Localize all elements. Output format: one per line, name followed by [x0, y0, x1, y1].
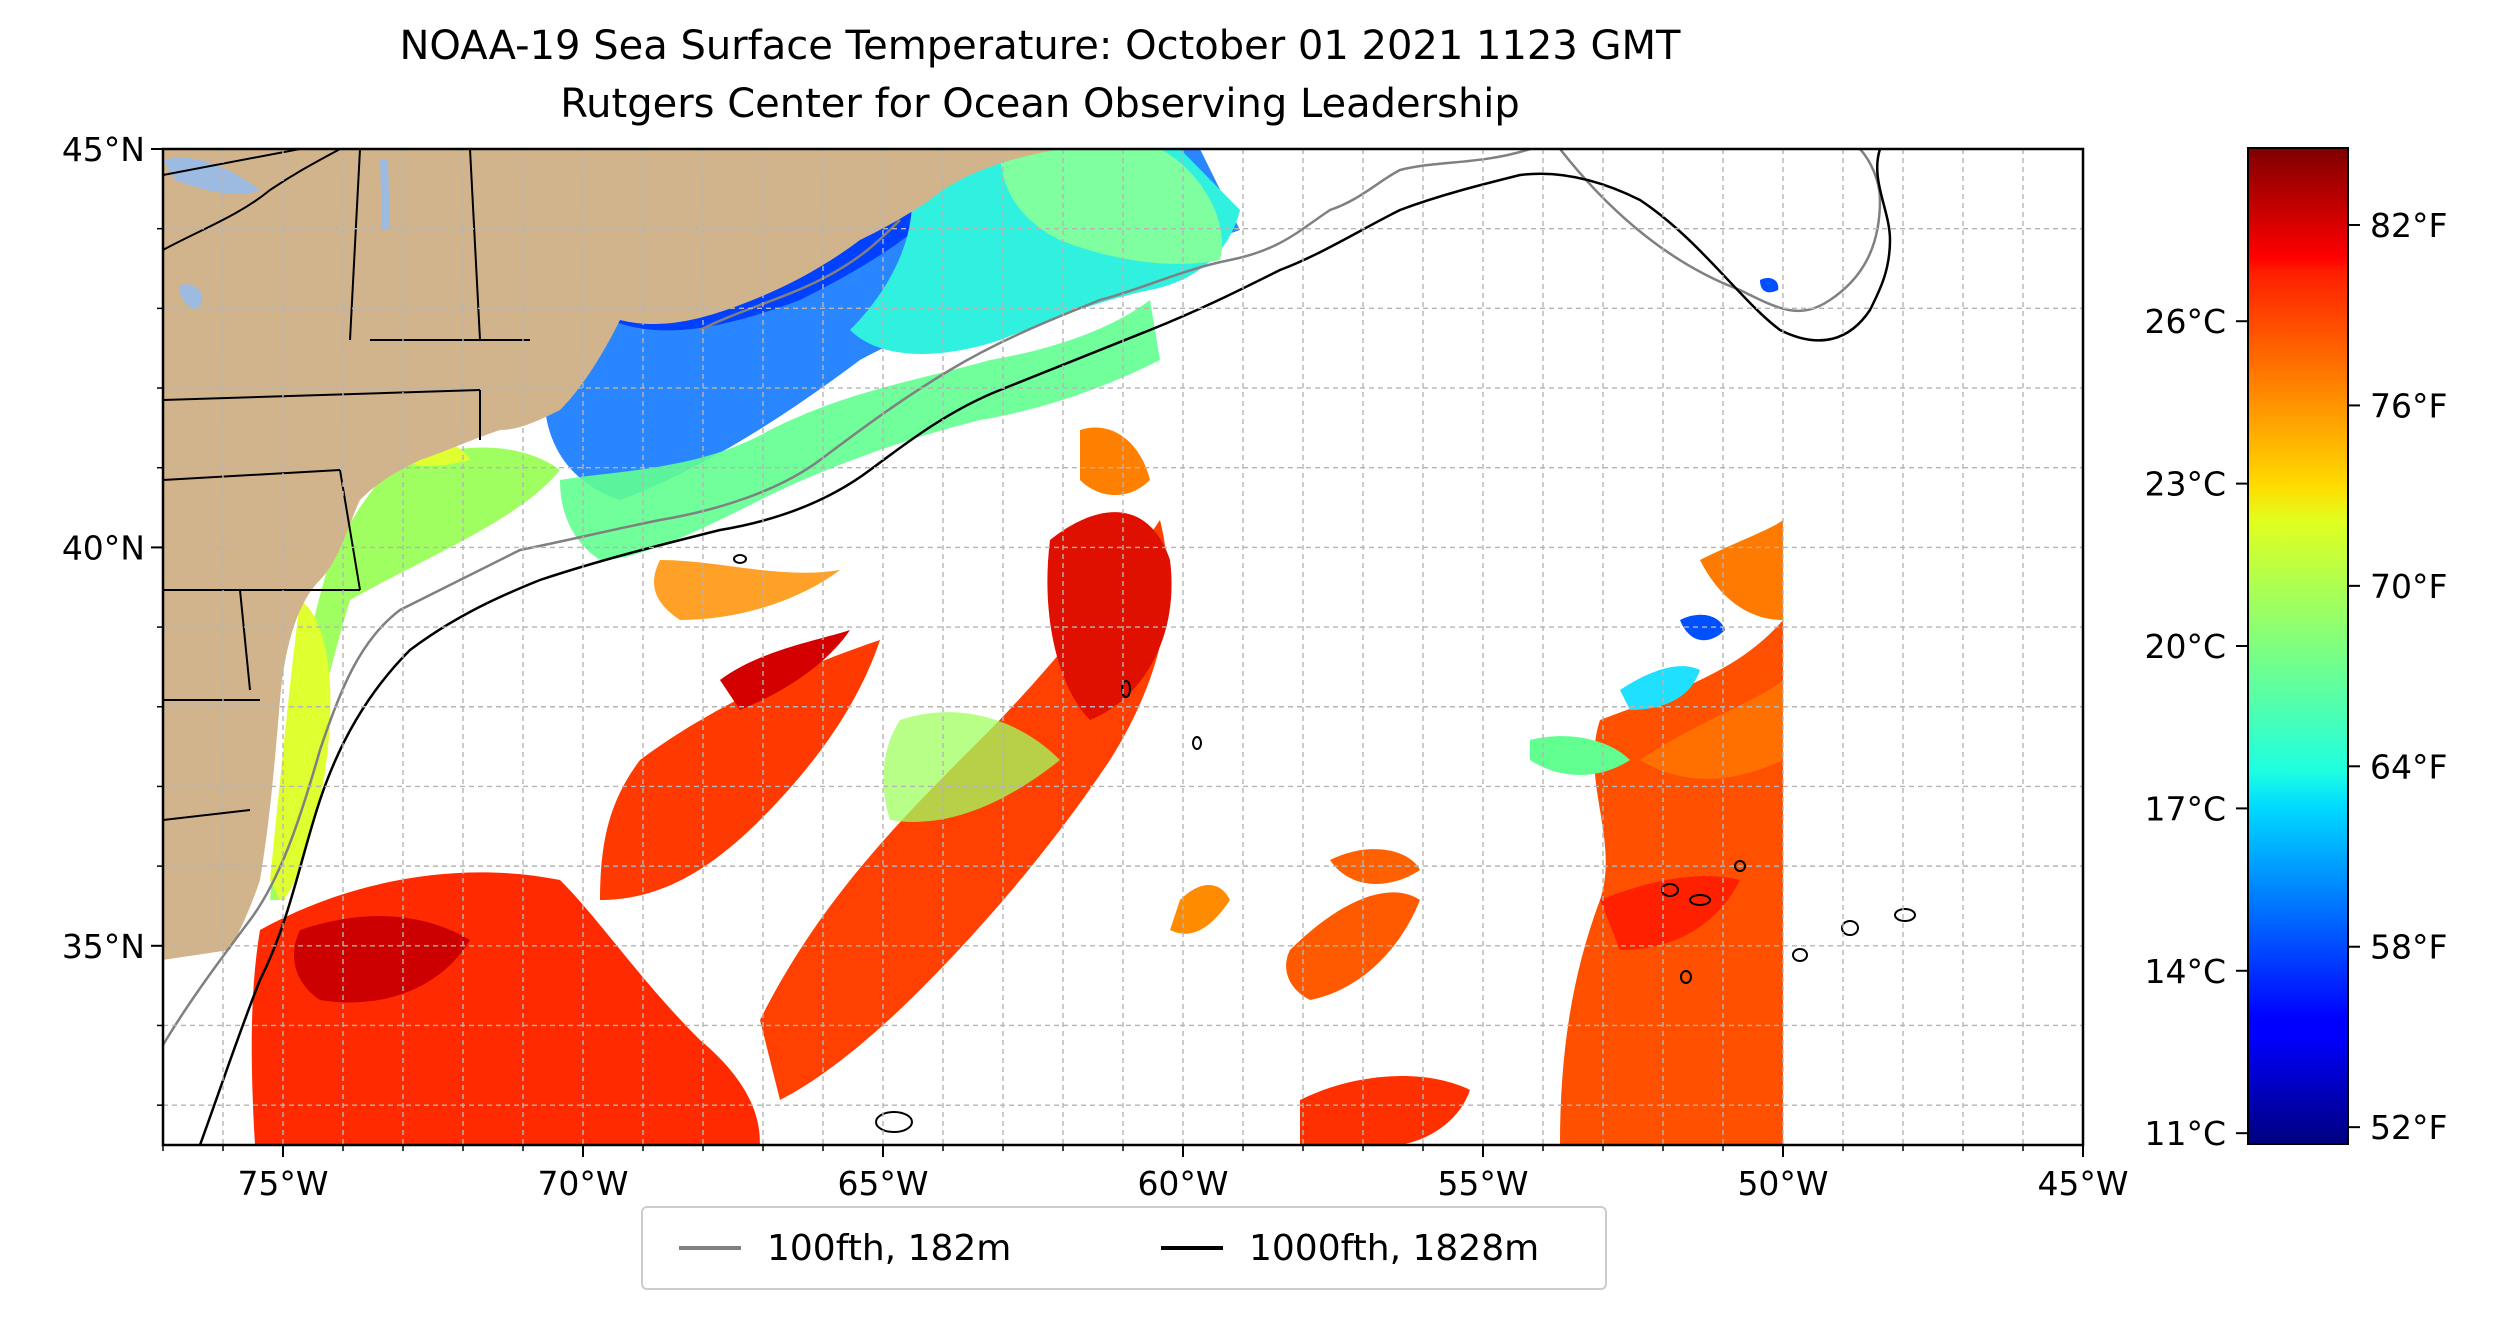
celsius-tick-label: 17°C — [2144, 789, 2226, 828]
map-title: NOAA-19 Sea Surface Temperature: October… — [399, 23, 1681, 69]
lat-tick-label: 40°N — [62, 528, 145, 567]
fahrenheit-tick-label: 70°F — [2370, 567, 2447, 606]
legend-item-100fth: 100fth, 182m — [679, 1208, 1011, 1288]
state-borders — [163, 149, 530, 821]
seamount-contours — [733, 554, 1916, 1133]
contour-legend: 100fth, 182m 1000fth, 1828m — [641, 1206, 1607, 1290]
longitude-axis: 75°W 70°W 65°W 60°W 55°W 50°W 45°W — [162, 1145, 2129, 1203]
fahrenheit-tick-label: 64°F — [2370, 747, 2447, 786]
legend-item-1000fth: 1000fth, 1828m — [1161, 1208, 1539, 1288]
celsius-tick-label: 20°C — [2144, 627, 2226, 666]
contour-100fth — [163, 149, 1882, 1046]
celsius-tick-label: 26°C — [2144, 302, 2226, 341]
lon-tick-label: 45°W — [2037, 1164, 2128, 1203]
latitude-axis: 35°N 40°N 45°N — [62, 130, 163, 1106]
legend-swatch-1000fth — [1161, 1246, 1223, 1250]
lon-tick-label: 70°W — [537, 1164, 628, 1203]
legend-label-1000fth: 1000fth, 1828m — [1249, 1227, 1540, 1269]
lat-tick-label: 45°N — [62, 130, 145, 169]
fahrenheit-tick-label: 76°F — [2370, 386, 2447, 425]
colorbar-fahrenheit-scale: 52°F 58°F 64°F 70°F 76°F 82°F — [2348, 206, 2447, 1147]
lon-tick-label: 55°W — [1437, 1164, 1528, 1203]
legend-swatch-100fth — [679, 1246, 741, 1250]
colorbar-celsius-scale: 11°C 14°C 17°C 20°C 23°C 26°C — [2144, 302, 2248, 1153]
contour-1000fth — [198, 149, 1892, 1145]
fahrenheit-tick-label: 58°F — [2370, 928, 2447, 967]
legend-label-100fth: 100fth, 182m — [767, 1227, 1012, 1269]
land-mass — [163, 149, 1060, 1145]
celsius-tick-label: 23°C — [2144, 465, 2226, 504]
lon-tick-label: 60°W — [1137, 1164, 1228, 1203]
fahrenheit-tick-label: 82°F — [2370, 206, 2447, 245]
fahrenheit-tick-label: 52°F — [2370, 1108, 2447, 1147]
celsius-tick-label: 14°C — [2144, 952, 2226, 991]
map-subtitle: Rutgers Center for Ocean Observing Leade… — [560, 81, 1520, 127]
lon-tick-label: 75°W — [237, 1164, 328, 1203]
gridlines — [163, 149, 2083, 1145]
colorbar — [2247, 147, 2349, 1145]
lon-tick-label: 50°W — [1737, 1164, 1828, 1203]
lat-tick-label: 35°N — [62, 927, 145, 966]
lon-tick-label: 65°W — [837, 1164, 928, 1203]
celsius-tick-label: 11°C — [2144, 1114, 2226, 1153]
